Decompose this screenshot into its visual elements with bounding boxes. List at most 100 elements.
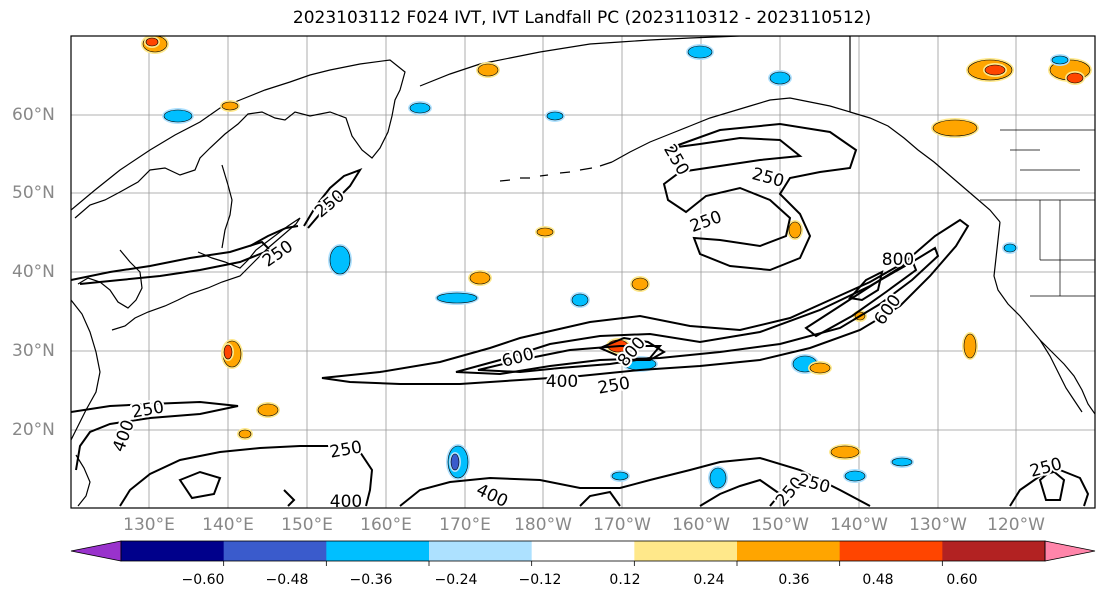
ivt-contours: [71, 122, 1090, 507]
colorbar-tick-5: −0.12: [518, 572, 562, 588]
pc-blob-35: [221, 101, 239, 111]
china-coast: [71, 299, 101, 441]
contour-label-6: 250: [130, 397, 165, 422]
colorbar-tick-7: 0.24: [693, 572, 725, 588]
pc-blob-20: [1066, 72, 1084, 84]
lon-label-140e: 140°E: [202, 515, 254, 535]
colorbar-segment-5: [634, 541, 738, 561]
contour-label-14: 400: [473, 480, 511, 512]
colorbar-extend-low: [70, 540, 122, 562]
lon-label-180w: 180°W: [514, 515, 572, 535]
pc-blob-39: [844, 470, 866, 482]
contour-600-main: [477, 345, 663, 374]
pc-blob-14: [769, 71, 791, 85]
contour-250-far-se: [1009, 468, 1090, 507]
contour-label-16: 600: [871, 291, 906, 329]
pc-blob-25: [830, 445, 860, 459]
japan-coast: [111, 217, 301, 331]
political-borders: [849, 36, 1095, 297]
contour-400-sw: [399, 456, 871, 507]
pc-blob-13: [687, 45, 713, 59]
contour-label-5: 250: [596, 373, 631, 398]
colorbar-tick-4: −0.24: [434, 572, 478, 588]
pc-blob-15: [477, 63, 499, 77]
pc-blob-23: [450, 453, 460, 471]
pc-blob-37: [809, 362, 831, 374]
lon-label-130w: 130°W: [909, 515, 967, 535]
asia-coast: [71, 59, 406, 219]
lon-label-120w: 120°W: [987, 515, 1045, 535]
contour-250-nwtail: [71, 240, 272, 285]
colorbar-segment-7: [839, 541, 943, 561]
contour-600-east: [804, 258, 918, 338]
contour-250-main: [321, 218, 970, 385]
contour-800-west: [597, 336, 666, 361]
contour-250-south-west: [71, 400, 239, 471]
lon-label-170e: 170°E: [439, 515, 491, 535]
pc-blob-7: [571, 293, 589, 307]
aleutian-islands: [499, 161, 613, 182]
pc-blob-11: [963, 333, 977, 359]
colorbar-extend-high: [1044, 540, 1096, 562]
contour-250-south: [119, 445, 374, 507]
colorbar-tick-9: 0.48: [862, 572, 894, 588]
pc-blob-32: [631, 277, 649, 291]
sakhalin-coast: [221, 164, 233, 249]
graticule-grid: [71, 36, 1095, 508]
lon-label-170w: 170°W: [593, 515, 651, 535]
contour-800-east: [848, 270, 884, 302]
contour-label-1: 250: [259, 237, 297, 272]
pc-blob-30: [546, 111, 564, 121]
baja-coast: [1039, 339, 1083, 413]
colorbar-segment-0: [121, 541, 225, 561]
contour-label-3: 250: [750, 164, 787, 192]
colorbar-segment-8: [942, 541, 1046, 561]
lat-label-50: 50°N: [12, 183, 55, 203]
colorbar-tick-6: 0.12: [609, 572, 641, 588]
contour-label-10: 250: [1028, 454, 1065, 482]
pc-blob-18: [984, 64, 1006, 76]
lon-label-160w: 160°W: [672, 515, 730, 535]
colorbar-tick-2: −0.48: [265, 572, 309, 588]
pc-blob-28: [469, 271, 491, 285]
contour-250-se: [579, 478, 782, 507]
colorbar-tick-10: 0.60: [946, 572, 978, 588]
pc-blob-26: [891, 457, 913, 467]
colorbar-frame: [120, 540, 1046, 562]
philippines-coast: [75, 454, 91, 507]
map-frame: [70, 35, 1096, 509]
pc-blob-2: [163, 109, 193, 123]
ivt-pc-shading: [141, 36, 1092, 490]
pc-blob-31: [611, 471, 629, 481]
lat-label-30: 30°N: [12, 341, 55, 361]
lat-label-40: 40°N: [12, 262, 55, 282]
lon-label-160e: 160°E: [360, 515, 412, 535]
colorbar-segment-6: [737, 541, 841, 561]
na-west-coast: [993, 221, 1095, 415]
pc-blob-3: [329, 245, 351, 275]
lon-label-140w: 140°W: [830, 515, 888, 535]
colorbar-segment-3: [429, 541, 533, 561]
pc-blob-1: [145, 37, 159, 47]
lat-label-20: 20°N: [12, 420, 55, 440]
pc-blob-5: [223, 344, 233, 360]
pc-blob-36: [536, 227, 554, 237]
contour-label-13: 400: [330, 492, 362, 512]
contour-label-4: 250: [687, 207, 724, 237]
colorbar-segment-1: [223, 541, 327, 561]
pc-blob-29: [409, 102, 431, 114]
contour-label-7: 250: [328, 437, 363, 462]
pc-blob-33: [788, 221, 802, 239]
pc-blob-24: [238, 429, 252, 439]
colorbar: [70, 540, 1096, 566]
colorbar-tick-3: −0.36: [349, 572, 393, 588]
pc-blob-27: [709, 467, 727, 489]
alaska-coast: [419, 36, 851, 163]
colorbar-tick-8: 0.36: [778, 572, 810, 588]
contour-250-gulf: [662, 122, 858, 272]
lat-label-60: 60°N: [12, 105, 55, 125]
contour-label-11: 400: [546, 372, 578, 392]
contour-label-15: 600: [500, 344, 537, 372]
